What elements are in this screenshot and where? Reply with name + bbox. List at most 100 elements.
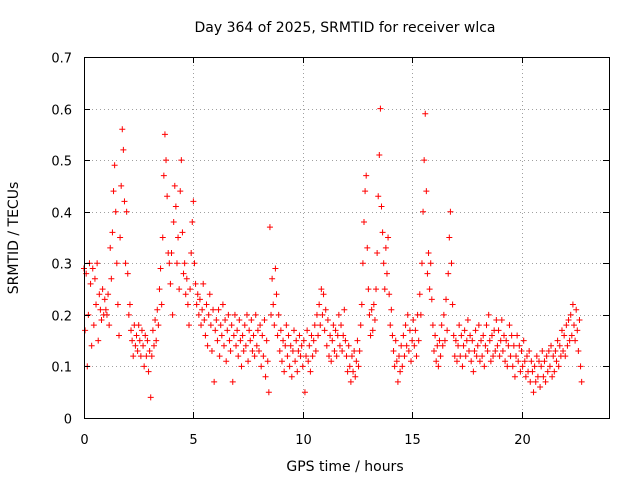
data-point [269, 275, 276, 282]
data-point [177, 188, 184, 195]
data-point [424, 270, 431, 277]
data-point [565, 317, 572, 324]
data-point [354, 337, 361, 344]
data-point [488, 332, 495, 339]
data-point [438, 322, 445, 329]
data-point [520, 337, 527, 344]
data-point [301, 389, 308, 396]
data-point [444, 327, 451, 334]
data-point [367, 332, 374, 339]
data-point [538, 363, 545, 370]
data-point [101, 296, 108, 303]
data-point [103, 311, 110, 318]
data-point [171, 182, 178, 189]
y-axis-tick-labels: 0 0.1 0.2 0.3 0.4 0.5 0.6 0.7 [51, 52, 72, 428]
data-point [207, 322, 214, 329]
data-point [91, 275, 98, 282]
data-point [348, 353, 355, 360]
data-point [193, 301, 200, 308]
x-tick-label: 10 [295, 433, 312, 448]
data-point [519, 363, 526, 370]
data-point [411, 342, 418, 349]
data-point [569, 301, 576, 308]
y-tick-label: 0.4 [51, 207, 72, 222]
data-point [229, 378, 236, 385]
data-point [106, 322, 113, 329]
data-point [485, 311, 492, 318]
data-point [572, 337, 579, 344]
data-point [237, 337, 244, 344]
data-point [291, 327, 297, 334]
data-point [351, 347, 358, 354]
data-point [556, 342, 563, 349]
x-axis-tick-labels: 0 5 10 15 20 [80, 433, 530, 448]
data-point [310, 337, 317, 344]
data-point [309, 353, 316, 360]
data-point [181, 260, 188, 267]
data-point [213, 317, 220, 324]
data-point [300, 337, 307, 344]
data-point [402, 322, 409, 329]
data-point [261, 317, 268, 324]
y-tick-label: 0.1 [51, 361, 72, 376]
x-tick-label: 15 [404, 433, 421, 448]
data-point [368, 306, 375, 313]
data-point [502, 358, 509, 365]
data-point [217, 322, 224, 329]
data-point [483, 322, 490, 329]
data-point [343, 353, 350, 360]
data-point [191, 260, 198, 267]
data-point [338, 322, 345, 329]
data-point [409, 337, 416, 344]
data-point [562, 353, 569, 360]
data-point [287, 342, 294, 349]
data-point [517, 368, 524, 375]
data-point [151, 342, 157, 349]
data-point [435, 363, 442, 370]
data-point [93, 301, 100, 308]
data-point [527, 378, 534, 385]
data-point [284, 353, 291, 360]
data-point [406, 327, 413, 334]
data-point [576, 317, 583, 324]
data-point [195, 311, 202, 318]
data-point [289, 347, 296, 354]
data-point [514, 332, 521, 339]
data-point [374, 249, 381, 256]
data-point [369, 327, 376, 334]
x-tick-label: 5 [189, 433, 197, 448]
data-point [359, 260, 366, 267]
data-point [356, 347, 363, 354]
data-point [179, 229, 186, 236]
data-point [308, 332, 315, 339]
data-point [398, 342, 405, 349]
data-point [377, 105, 384, 112]
data-point [276, 347, 283, 354]
data-point [243, 311, 250, 318]
data-point [249, 347, 256, 354]
data-point [204, 342, 211, 349]
data-point [247, 337, 254, 344]
data-point [272, 265, 279, 272]
data-point [322, 306, 329, 313]
data-point [441, 337, 448, 344]
data-point [543, 353, 550, 360]
data-point [410, 317, 417, 324]
data-point [172, 203, 179, 210]
data-point [506, 322, 513, 329]
data-point [347, 378, 354, 385]
data-point [158, 301, 165, 308]
data-point [218, 332, 225, 339]
data-point [285, 332, 292, 339]
data-point [121, 198, 128, 205]
data-point [89, 265, 96, 272]
data-point [257, 322, 264, 329]
data-point [152, 317, 159, 324]
data-point [561, 332, 568, 339]
data-point [403, 342, 410, 349]
data-point [341, 306, 348, 313]
data-point [357, 322, 364, 329]
data-point [482, 342, 489, 349]
data-point [554, 337, 561, 344]
